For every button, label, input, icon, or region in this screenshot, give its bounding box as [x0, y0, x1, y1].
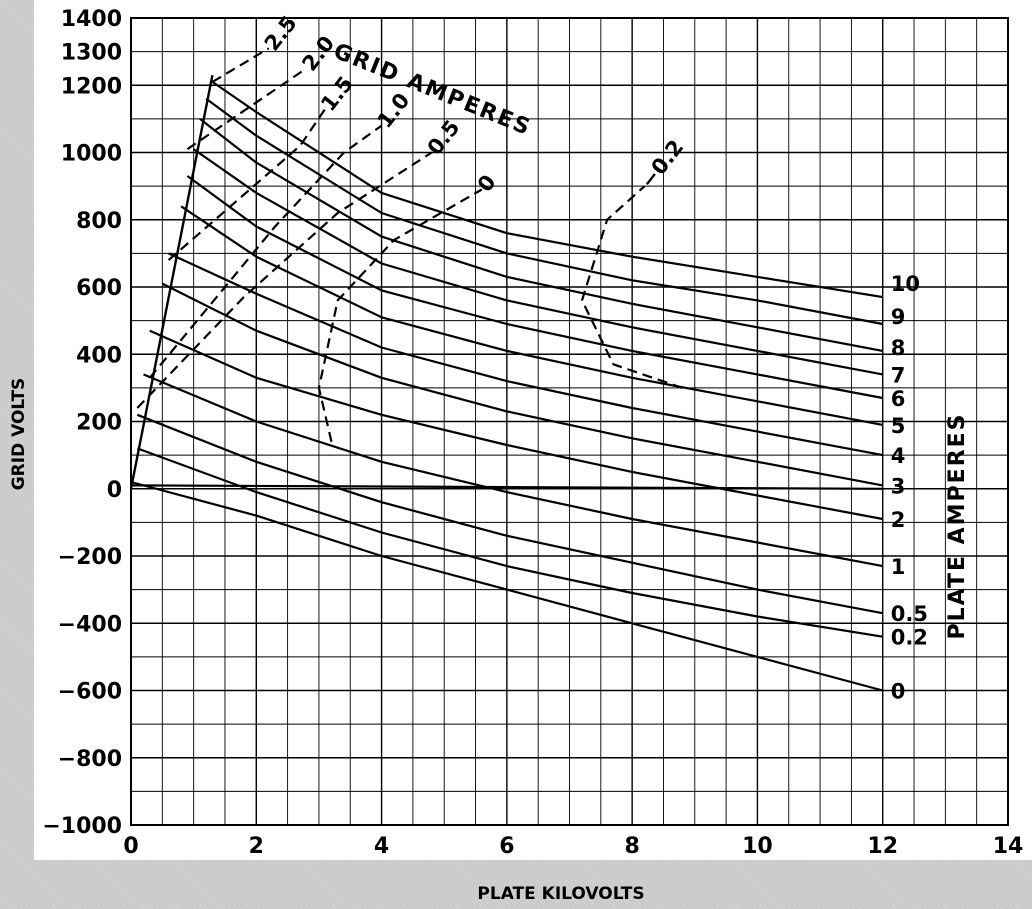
x-axis-title: PLATE KILOVOLTS: [477, 884, 644, 904]
plate-current-label: 5: [891, 414, 906, 438]
y-tick-label: −200: [58, 545, 122, 570]
plate-current-curve: [186, 175, 883, 400]
grid-current-curve: [148, 124, 383, 379]
grid-current-curve: [211, 47, 270, 83]
grid-current-label: 1.5: [316, 72, 358, 116]
plate-current-curve: [199, 118, 883, 352]
plot-frame: [130, 17, 1009, 826]
plate-current-label: 0.2: [891, 626, 928, 650]
y-tick-label: 800: [76, 209, 122, 234]
y-tick-label: 1400: [61, 7, 122, 32]
plate-amperes-title: PLATE AMPERES: [945, 412, 970, 639]
plate-current-curves: [129, 74, 883, 692]
grid-current-label: −0.2: [636, 135, 689, 193]
y-tick-label: −1000: [42, 814, 122, 839]
plate-current-label: 0: [891, 680, 906, 704]
x-tick-label: 6: [499, 834, 514, 859]
plate-current-label: 10: [891, 272, 920, 296]
plate-current-label: 1: [891, 555, 906, 579]
y-axis-title: GRID VOLTS: [9, 378, 29, 491]
grid-current-curve: [136, 151, 433, 409]
y-tick-label: 0: [107, 478, 122, 503]
plate-current-label: 6: [891, 387, 906, 411]
grid-amperes-title: GRID AMPERES: [330, 39, 535, 141]
plate-current-curve: [143, 373, 883, 568]
zero-grid-volt-line: [130, 484, 883, 490]
plate-current-curve: [149, 329, 883, 521]
plate-current-label: 4: [891, 444, 906, 468]
plate-current-curve: [136, 447, 883, 638]
y-tick-label: 1200: [61, 74, 122, 99]
plate-current-label: 0.5: [891, 602, 928, 626]
y-tick-label: −400: [58, 612, 122, 637]
y-tick-label: −800: [58, 747, 122, 772]
plate-current-curve: [192, 148, 883, 376]
x-tick-label: 0: [123, 834, 138, 859]
chart-paper: [34, 0, 1032, 860]
y-tick-label: 400: [76, 343, 122, 368]
plate-current-label: 8: [891, 336, 906, 360]
x-tick-label: 2: [249, 834, 264, 859]
plate-current-curve: [211, 80, 883, 299]
grid-current-curve: [580, 185, 683, 389]
y-tick-labels: 1400 1300 1200 1000 800 600 400 200 0 −200 −400 −60…: [42, 7, 122, 839]
plate-current-curve: [136, 413, 883, 615]
grid-current-label: 1.0: [373, 89, 415, 133]
plate-current-curve: [205, 97, 883, 326]
x-tick-label: 8: [624, 834, 639, 859]
y-tick-label: 1300: [61, 41, 122, 66]
x-tick-label: 14: [993, 834, 1024, 859]
plate-current-label: 2: [891, 508, 906, 532]
x-tick-labels: 0 2 4 6 8 10 12 14: [123, 834, 1023, 859]
plate-current-label: 9: [891, 305, 906, 329]
plate-current-curve: [168, 252, 883, 457]
plate-current-label: 3: [891, 474, 906, 498]
boundary-line: [129, 74, 214, 490]
plate-current-curve: [161, 282, 883, 487]
y-tick-label: 600: [76, 276, 122, 301]
y-tick-label: 200: [76, 411, 122, 436]
grid-current-curve: [186, 67, 308, 151]
grid-current-curves: [136, 47, 683, 442]
x-tick-label: 4: [374, 834, 389, 859]
y-tick-label: −600: [58, 680, 122, 705]
plate-current-label: 7: [891, 363, 906, 387]
plate-current-curve: [180, 205, 883, 426]
grid-current-curve: [317, 188, 483, 442]
x-tick-label: 10: [742, 834, 773, 859]
x-tick-label: 12: [867, 834, 898, 859]
plate-current-curve: [130, 480, 883, 692]
y-tick-label: 1000: [61, 142, 122, 167]
